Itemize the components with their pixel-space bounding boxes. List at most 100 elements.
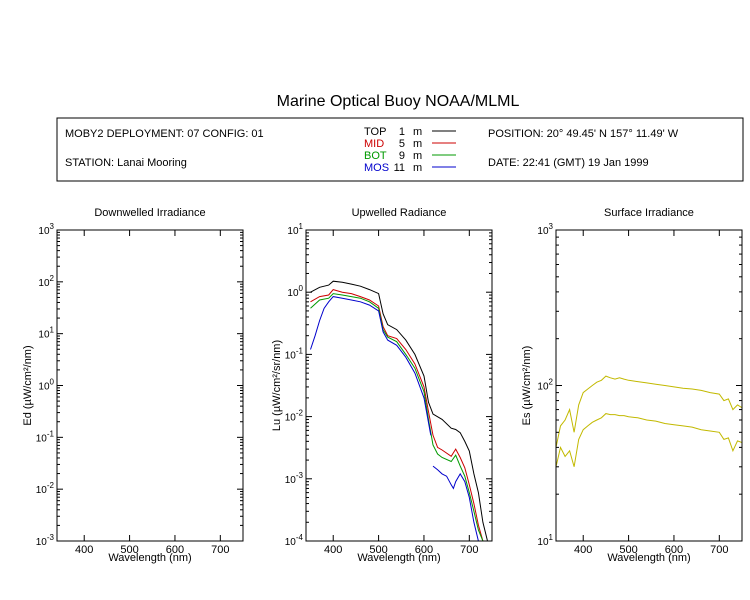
x-tick-label: 500: [120, 544, 138, 556]
y-tick-base: 10: [537, 226, 549, 237]
y-tick-label: 101: [287, 222, 303, 237]
legend-entry-top: TOP 1 m: [364, 126, 456, 138]
y-tick-exp: -1: [296, 346, 304, 355]
x-tick-label: 500: [369, 544, 387, 556]
legend-depth: 5: [399, 138, 405, 150]
y-tick-base: 10: [38, 278, 50, 289]
x-tick-label: 500: [619, 544, 637, 556]
legend-name: MID: [364, 138, 384, 150]
y-tick-base: 10: [36, 537, 48, 548]
y-tick-exp: 0: [50, 378, 55, 387]
y-tick-base: 10: [36, 485, 48, 496]
y-tick-label: 100: [287, 284, 303, 299]
y-tick-base: 10: [537, 537, 549, 548]
x-tick-label: 700: [211, 544, 229, 556]
y-tick-exp: 0: [299, 284, 304, 293]
panel-title: Downwelled Irradiance: [94, 207, 205, 219]
y-tick-label: 101: [537, 533, 553, 548]
series-line-bot: [310, 293, 492, 541]
y-tick-exp: 2: [50, 274, 55, 283]
legend-entry-bot: BOT 9 m: [364, 150, 456, 162]
y-tick-exp: 1: [299, 222, 304, 231]
y-tick-label: 10-3: [36, 533, 55, 548]
y-tick-base: 10: [285, 537, 297, 548]
y-tick-base: 10: [285, 413, 297, 424]
position-label: POSITION: 20° 49.45' N 157° 11.49' W: [488, 128, 679, 140]
legend-unit: m: [413, 126, 422, 138]
page-title: Marine Optical Buoy NOAA/MLML: [277, 93, 520, 110]
y-tick-base: 10: [285, 475, 297, 486]
station-label: STATION: Lanai Mooring: [65, 157, 187, 169]
series-line-es-upper: [556, 375, 742, 448]
x-tick-label: 700: [460, 544, 478, 556]
y-tick-label: 103: [537, 222, 553, 237]
plot-frame: [56, 229, 244, 542]
y-tick-label: 100: [38, 378, 54, 393]
y-tick-base: 10: [537, 382, 549, 393]
series-group: [310, 280, 492, 541]
y-tick-label: 10-1: [36, 429, 55, 444]
y-tick-label: 101: [38, 326, 54, 341]
plot-frame: [555, 229, 743, 542]
x-tick-label: 600: [415, 544, 433, 556]
x-tick-label: 700: [710, 544, 728, 556]
y-tick-label: 103: [38, 222, 54, 237]
y-tick-label: 10-2: [285, 409, 304, 424]
x-axis-label: Wavelength (nm): [607, 552, 690, 564]
y-tick-exp: -4: [296, 533, 304, 542]
y-tick-exp: 1: [549, 533, 554, 542]
deployment-label: MOBY2 DEPLOYMENT: 07 CONFIG: 01: [65, 128, 264, 140]
legend-name: TOP: [364, 126, 386, 138]
y-tick-exp: 3: [549, 222, 554, 231]
y-tick-exp: 3: [50, 222, 55, 231]
date-label: DATE: 22:41 (GMT) 19 Jan 1999: [488, 157, 649, 169]
plot-frame: [305, 229, 493, 542]
x-tick-label: 400: [324, 544, 342, 556]
series-line-mos: [432, 465, 492, 541]
legend-name: MOS: [364, 162, 389, 174]
legend-depth: 9: [399, 150, 405, 162]
info-box: MOBY2 DEPLOYMENT: 07 CONFIG: 01 STATION:…: [56, 117, 744, 182]
x-tick-label: 600: [166, 544, 184, 556]
legend-depth: 1: [399, 126, 405, 138]
x-axis-label: Wavelength (nm): [108, 552, 191, 564]
y-axis-label: Lu (µW/cm²/sr/nm): [271, 340, 283, 431]
y-tick-base: 10: [38, 330, 50, 341]
legend-unit: m: [413, 150, 422, 162]
y-tick-exp: -1: [47, 429, 55, 438]
y-tick-base: 10: [38, 382, 50, 393]
y-axis-label: Ed (µW/cm²/nm): [22, 345, 34, 425]
series-group: [556, 375, 742, 467]
x-tick-label: 400: [574, 544, 592, 556]
x-tick-label: 600: [665, 544, 683, 556]
x-axis-label: Wavelength (nm): [357, 552, 440, 564]
y-tick-label: 102: [38, 274, 54, 289]
y-tick-label: 102: [537, 378, 553, 393]
y-tick-label: 10-2: [36, 481, 55, 496]
y-tick-label: 10-4: [285, 533, 304, 548]
series-line-mos: [310, 296, 432, 436]
y-tick-label: 10-1: [285, 346, 304, 361]
legend-entry-mos: MOS 11 m: [364, 162, 456, 174]
y-tick-base: 10: [38, 226, 50, 237]
legend-name: BOT: [364, 150, 387, 162]
legend-entry-mid: MID 5 m: [364, 138, 456, 150]
series-line-es-lower: [556, 413, 742, 467]
series-line-top: [310, 280, 492, 541]
y-tick-base: 10: [287, 226, 299, 237]
panel-title: Upwelled Radiance: [352, 207, 447, 219]
y-tick-base: 10: [287, 288, 299, 299]
legend-unit: m: [413, 162, 422, 174]
series-line-mid: [310, 289, 492, 541]
y-tick-exp: 2: [549, 378, 554, 387]
y-tick-base: 10: [285, 350, 297, 361]
y-tick-base: 10: [36, 433, 48, 444]
y-tick-exp: -3: [47, 533, 55, 542]
panel-title: Surface Irradiance: [604, 207, 694, 219]
x-tick-label: 400: [75, 544, 93, 556]
